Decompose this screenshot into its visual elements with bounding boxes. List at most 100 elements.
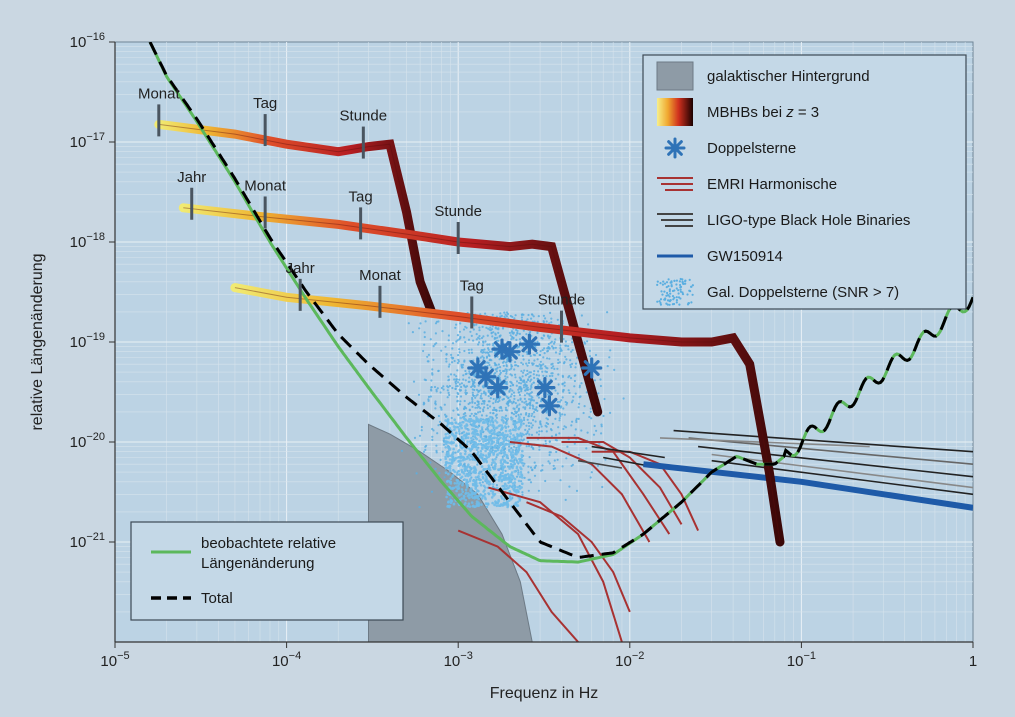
- galactic-binary-point: [526, 372, 529, 376]
- galactic-binary-point: [528, 428, 531, 431]
- galactic-binary-point: [491, 501, 494, 505]
- galactic-binary-point: [563, 384, 566, 387]
- galactic-binary-point: [499, 436, 502, 440]
- galactic-binary-point: [519, 470, 523, 474]
- galactic-binary-point: [476, 393, 479, 396]
- galactic-binary-point: [464, 474, 468, 478]
- galactic-binary-point: [497, 468, 500, 471]
- galactic-binary-point: [511, 482, 515, 485]
- galactic-binary-point: [573, 385, 576, 388]
- galactic-binary-point: [480, 336, 484, 340]
- galactic-binary-point: [490, 441, 494, 445]
- galactic-binary-point: [463, 478, 467, 481]
- galactic-binary-point: [479, 389, 482, 392]
- galactic-binary-point: [520, 370, 523, 373]
- galactic-binary-point: [505, 456, 509, 459]
- galactic-binary-point: [554, 346, 557, 349]
- galactic-binary-point: [508, 467, 511, 470]
- galactic-binary-point: [530, 383, 533, 386]
- galactic-binary-point: [488, 350, 492, 353]
- mbhb-track-1: [154, 119, 437, 317]
- galactic-binary-point: [573, 374, 576, 377]
- galactic-binary-point: [561, 465, 564, 468]
- galactic-binary-point: [517, 427, 520, 431]
- galactic-binary-point: [468, 479, 472, 483]
- galactic-binary-point: [440, 406, 443, 410]
- galactic-binary-point: [499, 371, 502, 374]
- galactic-binary-point: [468, 493, 471, 497]
- galactic-binary-point: [485, 421, 489, 424]
- galactic-binary-point: [556, 318, 559, 321]
- galactic-binary-point: [531, 424, 534, 427]
- legend-swatch-dot: [679, 297, 682, 300]
- legend-swatch-dot: [668, 300, 672, 303]
- galactic-binary-point: [452, 356, 455, 360]
- galactic-binary-point: [489, 423, 492, 426]
- galactic-binary-point: [492, 425, 496, 428]
- galactic-binary-point: [443, 476, 446, 479]
- galactic-binary-point: [545, 430, 548, 433]
- annotation-label: Monat: [138, 85, 181, 102]
- galactic-binary-point: [549, 335, 552, 338]
- annotation-label: Tag: [460, 277, 484, 294]
- galactic-binary-point: [485, 356, 488, 359]
- galactic-binary-point: [575, 420, 578, 424]
- galactic-binary-point: [485, 456, 489, 460]
- galactic-binary-point: [530, 378, 533, 381]
- galactic-binary-point: [520, 390, 523, 393]
- galactic-binary-point: [516, 329, 519, 332]
- galactic-binary-point: [444, 441, 447, 444]
- galactic-binary-point: [513, 445, 516, 448]
- galactic-binary-point: [479, 434, 483, 437]
- galactic-binary-point: [457, 493, 461, 497]
- galactic-binary-point: [489, 416, 493, 419]
- galactic-binary-point: [524, 385, 528, 388]
- galactic-binary-point: [564, 426, 568, 429]
- galactic-binary-point: [523, 369, 526, 372]
- galactic-binary-point: [495, 416, 498, 419]
- galactic-binary-point: [422, 401, 425, 404]
- galactic-binary-point: [522, 422, 525, 425]
- galactic-binary-point: [497, 375, 500, 378]
- galactic-binary-point: [505, 478, 508, 481]
- galactic-binary-point: [520, 361, 523, 364]
- galactic-binary-point: [558, 352, 561, 355]
- galactic-binary-point: [525, 333, 528, 336]
- galactic-binary-point: [512, 413, 516, 416]
- galactic-binary-point: [506, 312, 510, 316]
- galactic-binary-point: [530, 426, 533, 429]
- galactic-binary-point: [505, 370, 508, 373]
- galactic-binary-point: [477, 390, 480, 393]
- galactic-binary-point: [503, 450, 507, 454]
- galactic-binary-point: [469, 449, 472, 453]
- galactic-binary-point: [580, 314, 584, 317]
- galactic-binary-point: [599, 378, 602, 381]
- galactic-binary-point: [586, 340, 589, 343]
- galactic-binary-point: [446, 418, 450, 422]
- galactic-binary-point: [451, 452, 455, 455]
- galactic-binary-point: [480, 414, 484, 417]
- galactic-binary-point: [527, 421, 530, 424]
- galactic-binary-point: [509, 314, 512, 318]
- galactic-binary-point: [526, 404, 529, 407]
- galactic-binary-point: [458, 348, 461, 351]
- galactic-binary-point: [453, 428, 456, 431]
- galactic-binary-point: [515, 334, 518, 337]
- galactic-binary-point: [486, 446, 490, 450]
- galactic-binary-point: [514, 485, 517, 489]
- galactic-binary-point: [526, 418, 529, 421]
- galactic-binary-point: [517, 345, 521, 348]
- galactic-binary-point: [494, 426, 498, 430]
- galactic-binary-point: [518, 338, 522, 341]
- galactic-binary-point: [462, 384, 466, 387]
- galactic-binary-point: [508, 435, 512, 439]
- galactic-binary-point: [512, 434, 515, 437]
- galactic-binary-point: [456, 399, 459, 402]
- ligo-binary-line: [698, 445, 973, 478]
- galactic-binary-point: [456, 395, 459, 398]
- galactic-binary-point: [474, 406, 477, 409]
- galactic-binary-point: [567, 376, 570, 379]
- galactic-binary-point: [567, 348, 570, 351]
- doppelstern-star-arm: [469, 360, 486, 376]
- galactic-binary-point: [504, 429, 508, 433]
